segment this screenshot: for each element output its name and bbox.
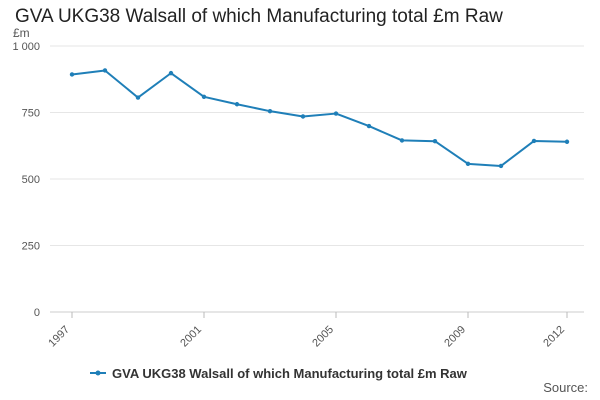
y-tick-label: 500 (22, 174, 40, 186)
y-tick-label: 1 000 (12, 41, 40, 53)
y-tick-label: 0 (34, 307, 40, 319)
data-point[interactable] (399, 138, 405, 143)
gridlines (50, 45, 584, 313)
data-point[interactable] (69, 72, 75, 77)
y-tick-label: 750 (22, 108, 40, 120)
source-label: Source: (543, 380, 588, 395)
data-point[interactable] (234, 102, 240, 107)
data-point[interactable] (531, 138, 537, 144)
legend-label: GVA UKG38 Walsall of which Manufacturing… (112, 366, 468, 381)
data-point[interactable] (267, 108, 273, 114)
data-point[interactable] (102, 68, 108, 73)
data-point[interactable] (201, 94, 207, 100)
y-axis-ticks: 0 250 500 750 1 000 (12, 41, 40, 319)
x-tick-label: 2009 (442, 324, 468, 350)
legend-marker (95, 370, 101, 376)
x-tick-label: 2012 (541, 324, 567, 350)
data-point[interactable] (465, 161, 471, 167)
y-axis-unit-label: £m (13, 26, 30, 40)
series-line (71, 69, 568, 167)
data-point[interactable] (366, 123, 372, 129)
y-tick-label: 250 (22, 241, 40, 253)
x-axis-ticks: 1997 2001 2005 2009 2012 (46, 311, 584, 350)
data-point[interactable] (432, 139, 438, 144)
series-group (69, 68, 570, 169)
data-point[interactable] (300, 114, 306, 119)
legend[interactable]: GVA UKG38 Walsall of which Manufacturing… (90, 366, 468, 381)
data-point[interactable] (168, 70, 174, 76)
chart-title: GVA UKG38 Walsall of which Manufacturing… (15, 6, 503, 27)
data-point[interactable] (564, 139, 570, 144)
data-point[interactable] (333, 111, 339, 116)
x-tick-label: 2001 (178, 324, 204, 350)
x-tick-label: 2005 (310, 324, 336, 350)
x-tick-label: 1997 (46, 324, 72, 350)
data-point[interactable] (498, 163, 504, 169)
data-point[interactable] (135, 95, 141, 100)
